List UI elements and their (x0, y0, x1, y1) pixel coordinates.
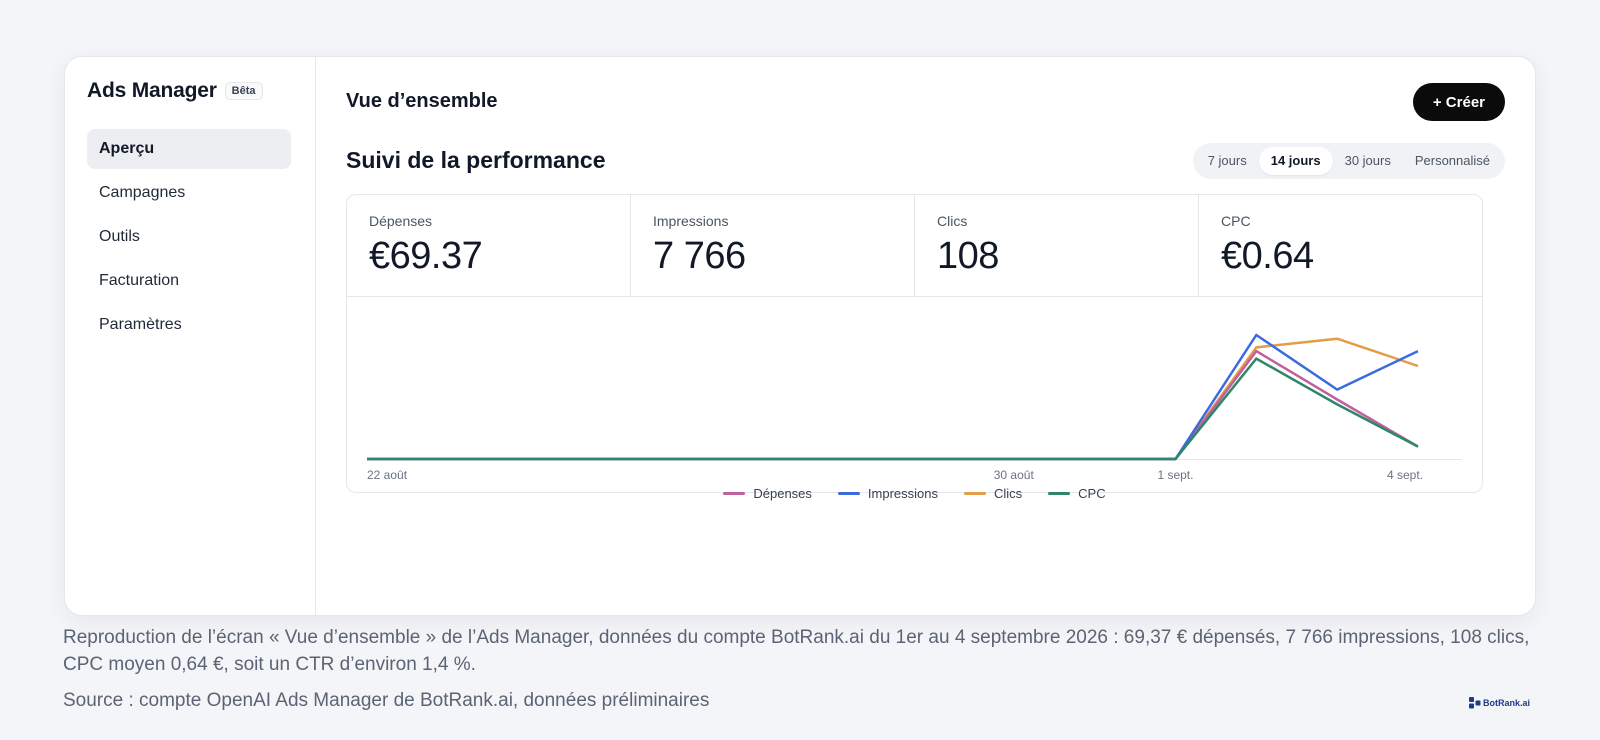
brand: Ads Manager Bêta (87, 79, 293, 103)
sidebar-item-parametres[interactable]: Paramètres (99, 316, 182, 333)
legend-swatch (723, 492, 746, 495)
legend-label: CPC (1078, 486, 1106, 501)
figure-source: Source : compte OpenAI Ads Manager de Bo… (63, 690, 710, 711)
kpi-depenses[interactable]: Dépenses €69.37 (347, 195, 631, 296)
line-chart-svg: 22 août 30 août 1 sept. 4 sept. (367, 333, 1462, 482)
sidebar-item-apercu[interactable]: Aperçu (87, 129, 291, 169)
sidebar-item-outils[interactable]: Outils (99, 228, 140, 245)
botrank-logo: BotRank.ai (1469, 697, 1530, 709)
series-line-clics[interactable] (367, 337, 1419, 461)
figure-caption: Reproduction de l’écran « Vue d’ensemble… (63, 627, 1530, 675)
x-tick-label: 4 sept. (1387, 468, 1423, 482)
section-title: Suivi de la performance (346, 147, 606, 173)
performance-chart: 22 août 30 août 1 sept. 4 sept. (346, 297, 1483, 493)
kpi-value: €0.64 (1221, 235, 1314, 277)
kpi-cpc[interactable]: CPC €0.64 (1199, 195, 1482, 296)
kpi-label: Impressions (653, 213, 729, 229)
kpi-cards: Dépenses €69.37 Impressions 7 766 Clics … (346, 194, 1483, 297)
range-selector: 7 jours 14 jours 30 jours Personnalisé (1192, 143, 1505, 179)
main-content: Vue d’ensemble + Créer Suivi de la perfo… (316, 57, 1535, 615)
kpi-impressions[interactable]: Impressions 7 766 (631, 195, 915, 296)
x-tick-label: 1 sept. (1157, 468, 1193, 482)
botrank-logo-icon (1469, 697, 1481, 709)
create-button[interactable]: + Créer (1412, 83, 1505, 121)
kpi-value: 108 (937, 235, 999, 277)
x-tick-label: 30 août (994, 468, 1035, 482)
sidebar-nav: Aperçu Campagnes Outils Facturation Para… (87, 129, 293, 345)
sidebar-item-campagnes[interactable]: Campagnes (99, 184, 186, 201)
kpi-clics[interactable]: Clics 108 (915, 195, 1199, 296)
legend-item-depenses[interactable]: Dépenses (723, 486, 812, 501)
kpi-label: Dépenses (369, 213, 433, 229)
chart-legend: Dépenses Impressions Clics CPC (316, 486, 1513, 501)
range-tab-30-jours[interactable]: 30 jours (1344, 153, 1391, 168)
range-tab-personnalise[interactable]: Personnalisé (1414, 153, 1490, 168)
legend-swatch (964, 492, 986, 495)
series-line-cpc[interactable] (367, 357, 1419, 461)
page-title: Vue d’ensemble (346, 90, 498, 112)
kpi-label: Clics (937, 213, 968, 229)
legend-label: Dépenses (753, 486, 812, 501)
legend-label: Clics (994, 486, 1023, 501)
series-line-dpenses[interactable] (367, 349, 1419, 461)
legend-label: Impressions (867, 486, 938, 501)
sidebar-item-facturation[interactable]: Facturation (99, 272, 180, 289)
legend-item-cpc[interactable]: CPC (1048, 486, 1106, 501)
legend-swatch (837, 492, 860, 495)
range-tab-14-jours[interactable]: 14 jours (1258, 147, 1333, 175)
legend-item-clics[interactable]: Clics (964, 486, 1022, 501)
legend-item-impressions[interactable]: Impressions (837, 486, 938, 501)
app-name: Ads Manager (87, 79, 217, 102)
range-tab-7-jours[interactable]: 7 jours (1207, 153, 1247, 168)
beta-badge: Bêta (224, 82, 263, 100)
x-tick-label: 22 août (367, 468, 408, 482)
kpi-label: CPC (1221, 213, 1251, 229)
kpi-value: €69.37 (369, 235, 483, 277)
app-window: Ads Manager Bêta Aperçu Campagnes Outils… (64, 56, 1536, 616)
sidebar: Ads Manager Bêta Aperçu Campagnes Outils… (65, 57, 316, 615)
legend-swatch (1048, 492, 1071, 495)
botrank-logo-text: BotRank.ai (1483, 698, 1531, 708)
kpi-value: 7 766 (653, 235, 746, 277)
